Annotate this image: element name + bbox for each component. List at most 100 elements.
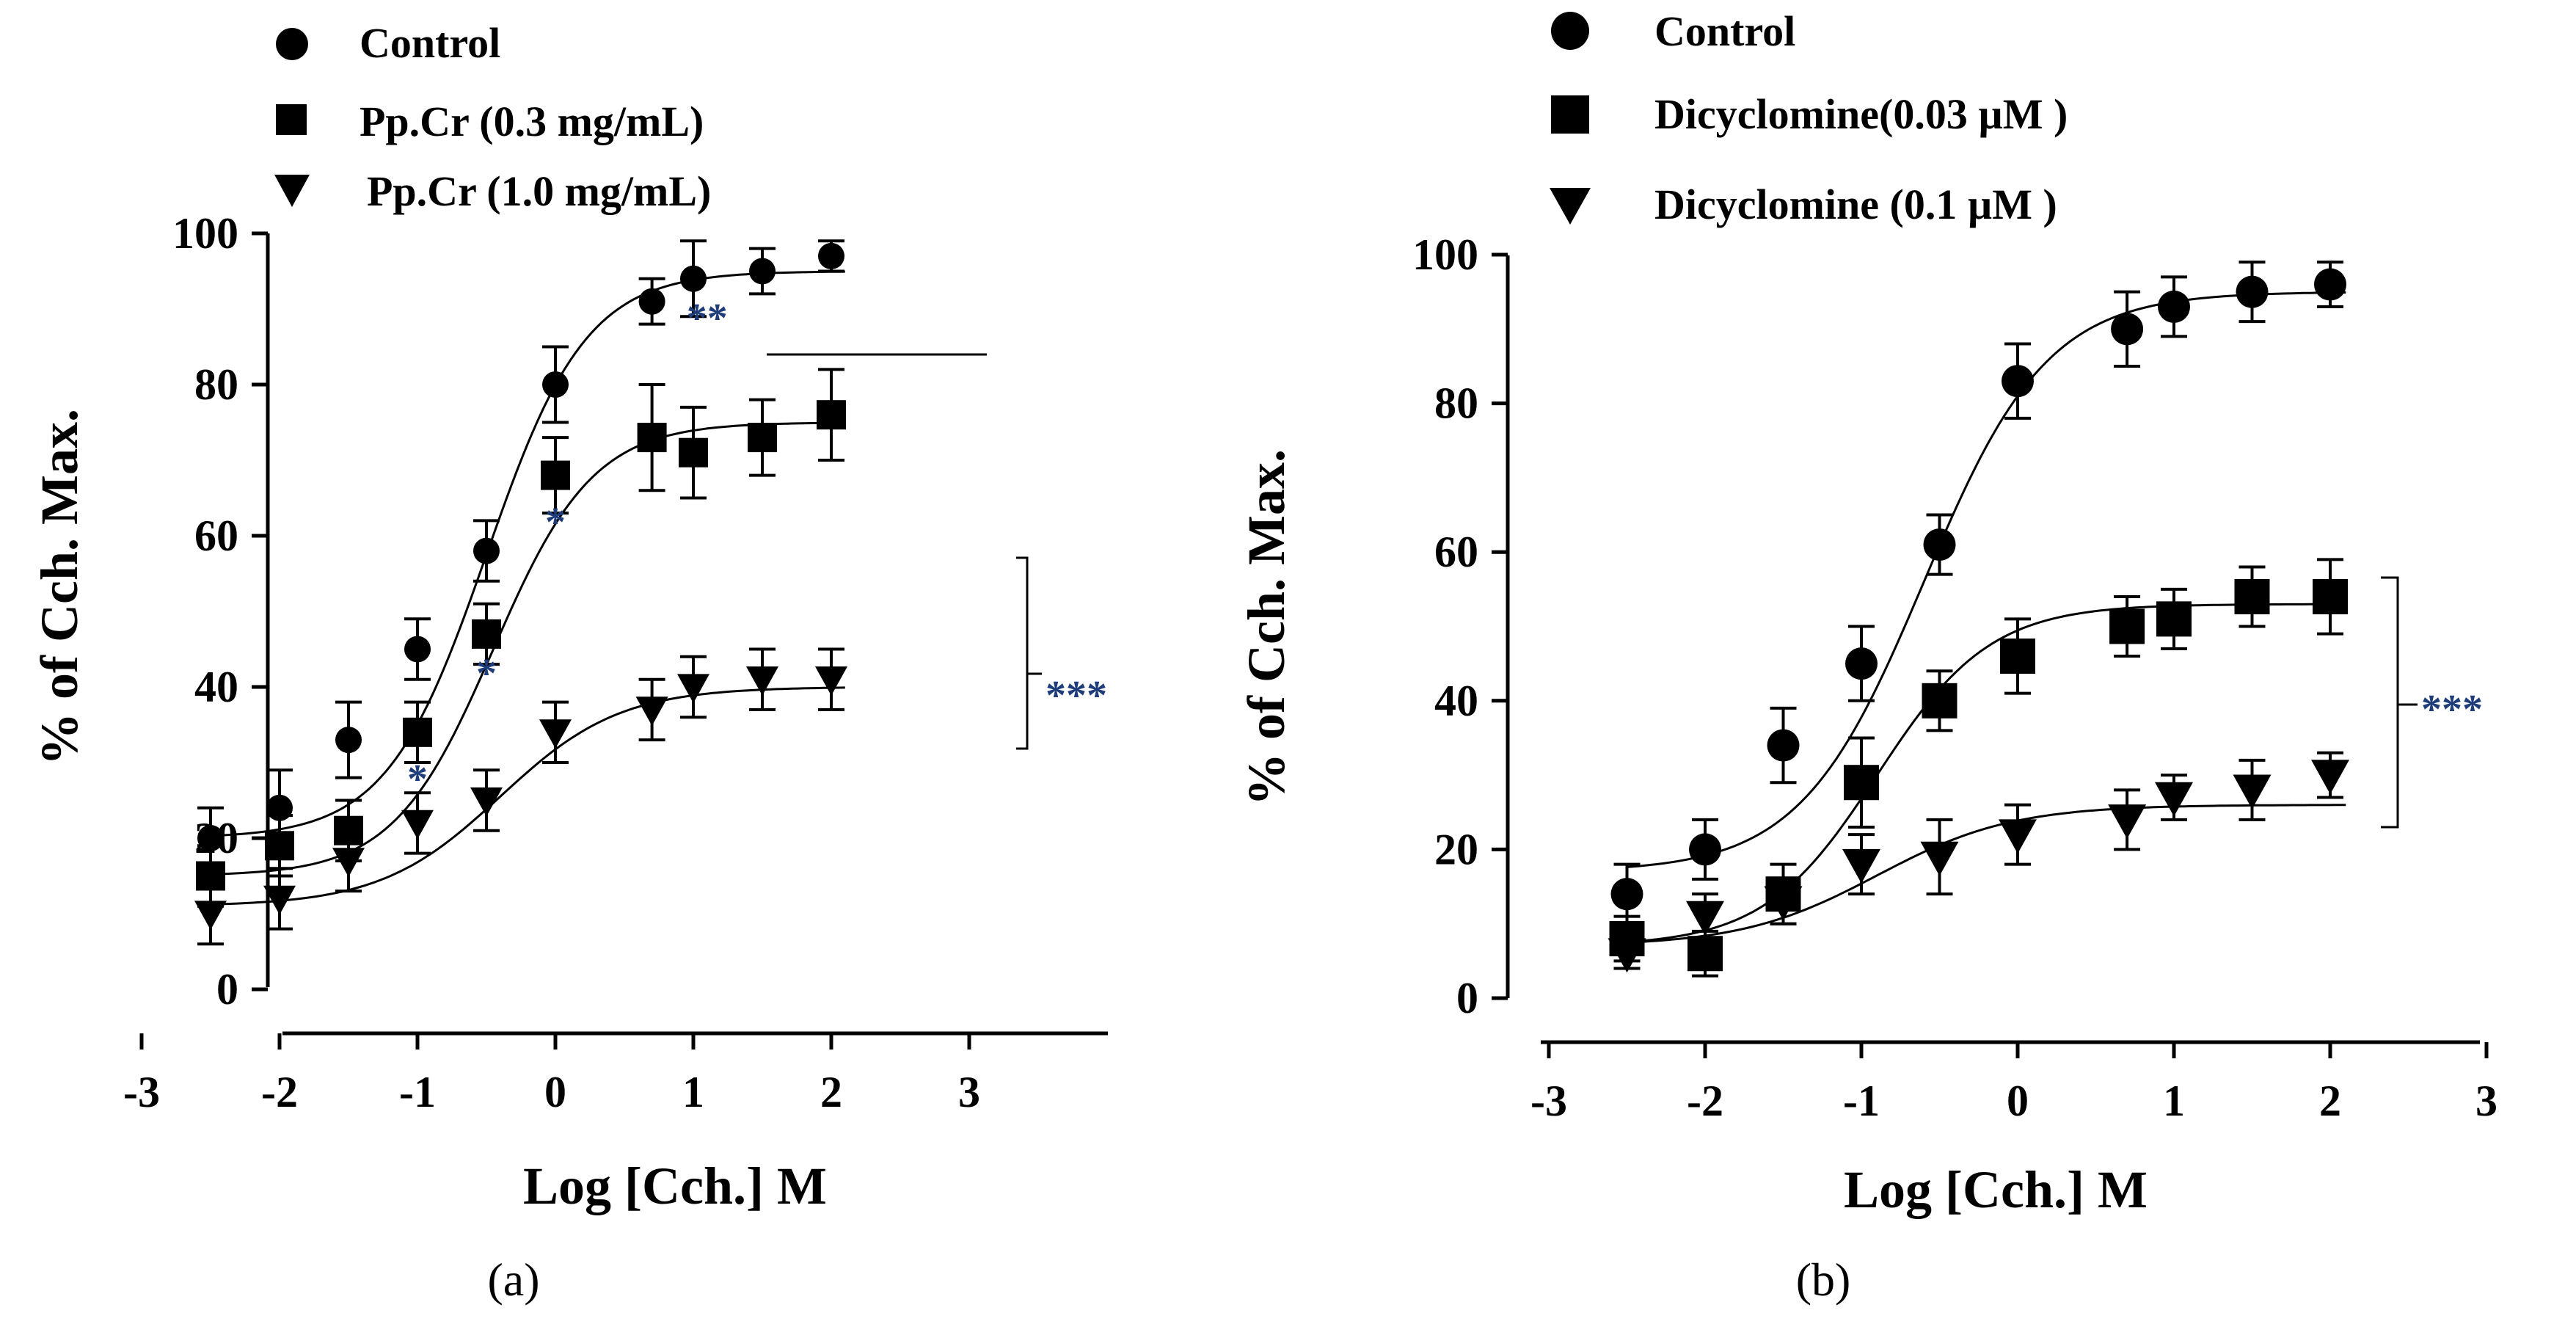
legend-b: Control Dicyclomine(0.03 µM ) Dicyclomin… (1550, 7, 2068, 228)
data-point-a-0-8 (749, 247, 776, 296)
marker-triangle-down (635, 696, 668, 726)
data-point-b-1-9 (2313, 558, 2348, 636)
marker-triangle-down (1764, 886, 1803, 921)
y-tick-label-a-0: 0 (216, 965, 238, 1014)
significance-a-2: * (476, 651, 497, 696)
y-tick-label-b-40: 40 (1434, 677, 1478, 725)
legend-b-marker-control (1551, 12, 1589, 50)
x-tick-label-b-0: 0 (2007, 1077, 2029, 1125)
legend-b-label-d01: Dicyclomine (0.1 µM ) (1654, 181, 2057, 228)
marker-triangle-down (746, 666, 778, 696)
marker-circle (542, 371, 569, 398)
marker-square (637, 423, 667, 453)
y-tick-label-a-60: 60 (194, 512, 238, 560)
marker-circle (680, 265, 707, 292)
data-point-b-2-4 (1920, 818, 1959, 896)
data-point-b-0-3 (1845, 625, 1878, 702)
marker-circle (2236, 275, 2269, 308)
x-axis-label-a: Log [Cch.] M (523, 1157, 827, 1215)
legend-b-label-control: Control (1654, 7, 1795, 55)
marker-triangle-down (2155, 782, 2193, 817)
data-point-a-2-5 (539, 700, 572, 764)
data-point-b-0-4 (1923, 513, 1956, 576)
y-tick-label-b-80: 80 (1434, 379, 1478, 428)
legend-b-marker-d003 (1551, 95, 1589, 134)
data-point-a-2-9 (815, 647, 847, 711)
plot-area-b: *** (1608, 261, 2483, 978)
data-point-b-0-7 (2158, 275, 2190, 338)
marker-triangle-down (539, 719, 572, 749)
data-point-a-2-6 (635, 677, 668, 742)
data-point-b-1-3 (1844, 736, 1879, 829)
marker-triangle-down (1842, 848, 1880, 884)
marker-circle (2314, 268, 2346, 301)
marker-square (2000, 639, 2035, 674)
data-point-b-0-2 (1767, 706, 1800, 785)
data-point-b-2-9 (2311, 751, 2349, 799)
data-point-a-0-5 (542, 345, 569, 424)
data-point-b-1-8 (2234, 565, 2270, 628)
marker-triangle-down (332, 848, 365, 877)
marker-triangle-down (263, 885, 296, 915)
marker-triangle-down (2311, 760, 2349, 795)
data-point-b-2-8 (2233, 758, 2272, 821)
x-tick-label-b--1: -1 (1843, 1077, 1880, 1125)
marker-triangle-down (1686, 901, 1724, 936)
marker-square (748, 423, 777, 453)
y-axis-label-a: % of Cch. Max. (30, 409, 89, 765)
data-point-a-0-9 (818, 239, 844, 273)
data-point-b-1-7 (2156, 587, 2192, 650)
data-point-b-1-4 (1922, 669, 1957, 732)
marker-square (472, 619, 501, 649)
x-tick-label-a-0: 0 (544, 1068, 566, 1116)
panel-label-b: (b) (1796, 1254, 1851, 1306)
marker-square (679, 437, 708, 468)
data-point-b-2-0 (1608, 936, 1646, 973)
marker-triangle-down (677, 674, 709, 703)
marker-circle (2158, 290, 2190, 323)
y-tick-label-b-20: 20 (1434, 825, 1478, 873)
fit-curve-b-0 (1627, 291, 2346, 868)
marker-square (817, 400, 846, 430)
ticks-b: 0 20 40 60 80 100 -3 -2 -1 0 1 2 3 (1412, 230, 2497, 1125)
legend-a-label-control: Control (360, 19, 500, 67)
data-point-a-0-7 (680, 239, 707, 319)
data-point-a-2-2 (332, 829, 365, 893)
marker-square (265, 831, 294, 861)
marker-square (2109, 608, 2145, 644)
x-tick-label-b--2: -2 (1687, 1077, 1723, 1125)
data-point-a-2-4 (470, 768, 503, 832)
data-point-b-1-5 (2000, 617, 2035, 695)
marker-triangle-down (815, 666, 847, 696)
marker-triangle-down (1999, 819, 2037, 854)
significance-a-3: * (407, 757, 428, 802)
data-point-a-0-2 (335, 700, 362, 779)
fit-curve-a-1 (210, 421, 845, 876)
data-point-a-1-8 (748, 398, 777, 477)
data-point-a-2-0 (194, 881, 227, 946)
y-tick-label-a-80: 80 (194, 360, 238, 409)
significance-a-0: ** (687, 296, 728, 341)
marker-square (1687, 936, 1723, 972)
data-point-a-2-8 (746, 647, 778, 711)
marker-circle (1845, 647, 1878, 680)
x-tick-label-a-3: 3 (958, 1068, 980, 1116)
significance-a-1: * (545, 500, 566, 545)
marker-circle (1610, 878, 1643, 911)
fit-curve-a-2 (210, 686, 845, 906)
plot-area-a: ******** (194, 239, 1107, 946)
marker-circle (1767, 729, 1800, 762)
y-tick-label-b-100: 100 (1412, 230, 1478, 279)
data-point-b-0-6 (2111, 290, 2144, 368)
marker-square (1844, 765, 1879, 801)
marker-circle (335, 727, 362, 754)
significance-b-0: *** (2421, 687, 2483, 732)
marker-circle (2111, 313, 2144, 346)
data-point-a-1-4 (472, 602, 501, 666)
x-tick-label-b--3: -3 (1530, 1077, 1567, 1125)
data-point-b-0-1 (1689, 818, 1721, 881)
y-tick-label-a-40: 40 (194, 663, 238, 711)
